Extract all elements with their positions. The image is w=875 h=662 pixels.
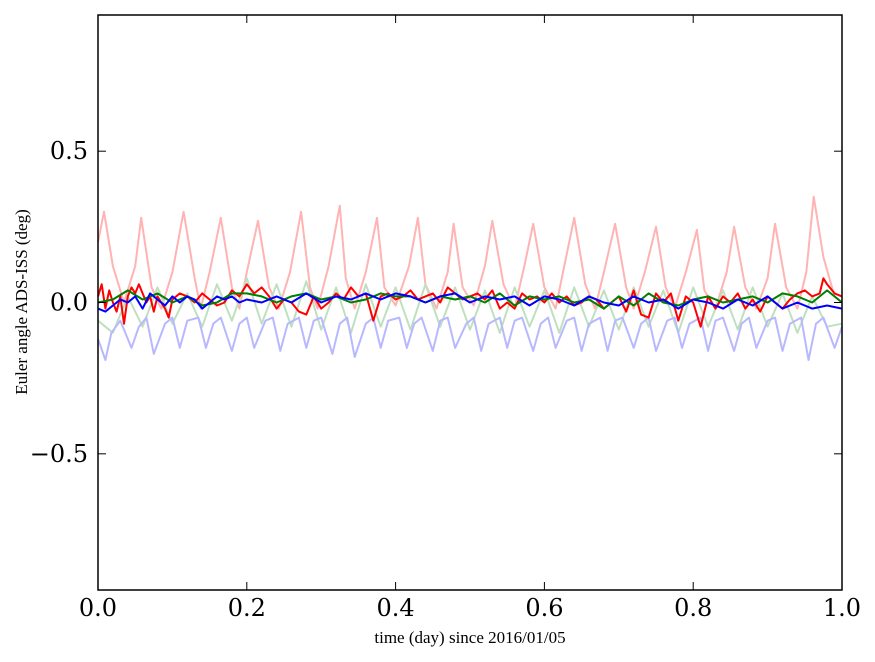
y-axis-label: Euler angle ADS-ISS (deg): [12, 209, 31, 395]
series-line-1: [97, 277, 843, 334]
x-tick-label-2: 0.4: [377, 594, 415, 622]
x-tick-label-1: 0.2: [228, 594, 266, 622]
y-tick-label-1: 0.0: [50, 289, 88, 317]
series-line-2: [97, 316, 843, 361]
tick-layer: 0.0 0.2 0.4 0.6 0.8 1.0 0.5 0.0 −0.5: [30, 15, 861, 622]
x-axis-label: time (day) since 2016/01/05: [374, 628, 565, 647]
y-tick-label-2: −0.5: [30, 440, 88, 468]
series-layer: [97, 195, 843, 361]
y-tick-label-0: 0.5: [50, 137, 88, 165]
x-tick-label-5: 1.0: [823, 594, 861, 622]
x-tick-label-3: 0.6: [525, 594, 563, 622]
x-tick-label-0: 0.0: [79, 594, 117, 622]
series-line-0: [97, 195, 843, 310]
x-tick-label-4: 0.8: [674, 594, 712, 622]
series-line-5: [97, 292, 843, 313]
